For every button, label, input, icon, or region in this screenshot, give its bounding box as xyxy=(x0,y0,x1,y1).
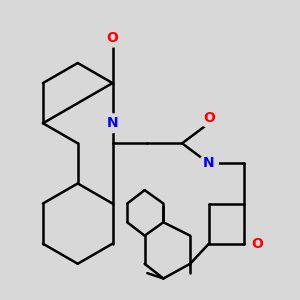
Text: O: O xyxy=(251,237,263,251)
Text: N: N xyxy=(203,156,215,170)
Circle shape xyxy=(200,154,218,173)
Text: O: O xyxy=(203,111,215,125)
Circle shape xyxy=(248,234,266,253)
Circle shape xyxy=(200,109,218,127)
Circle shape xyxy=(103,114,122,133)
Circle shape xyxy=(103,28,122,47)
Text: O: O xyxy=(106,31,119,45)
Text: N: N xyxy=(107,116,118,130)
